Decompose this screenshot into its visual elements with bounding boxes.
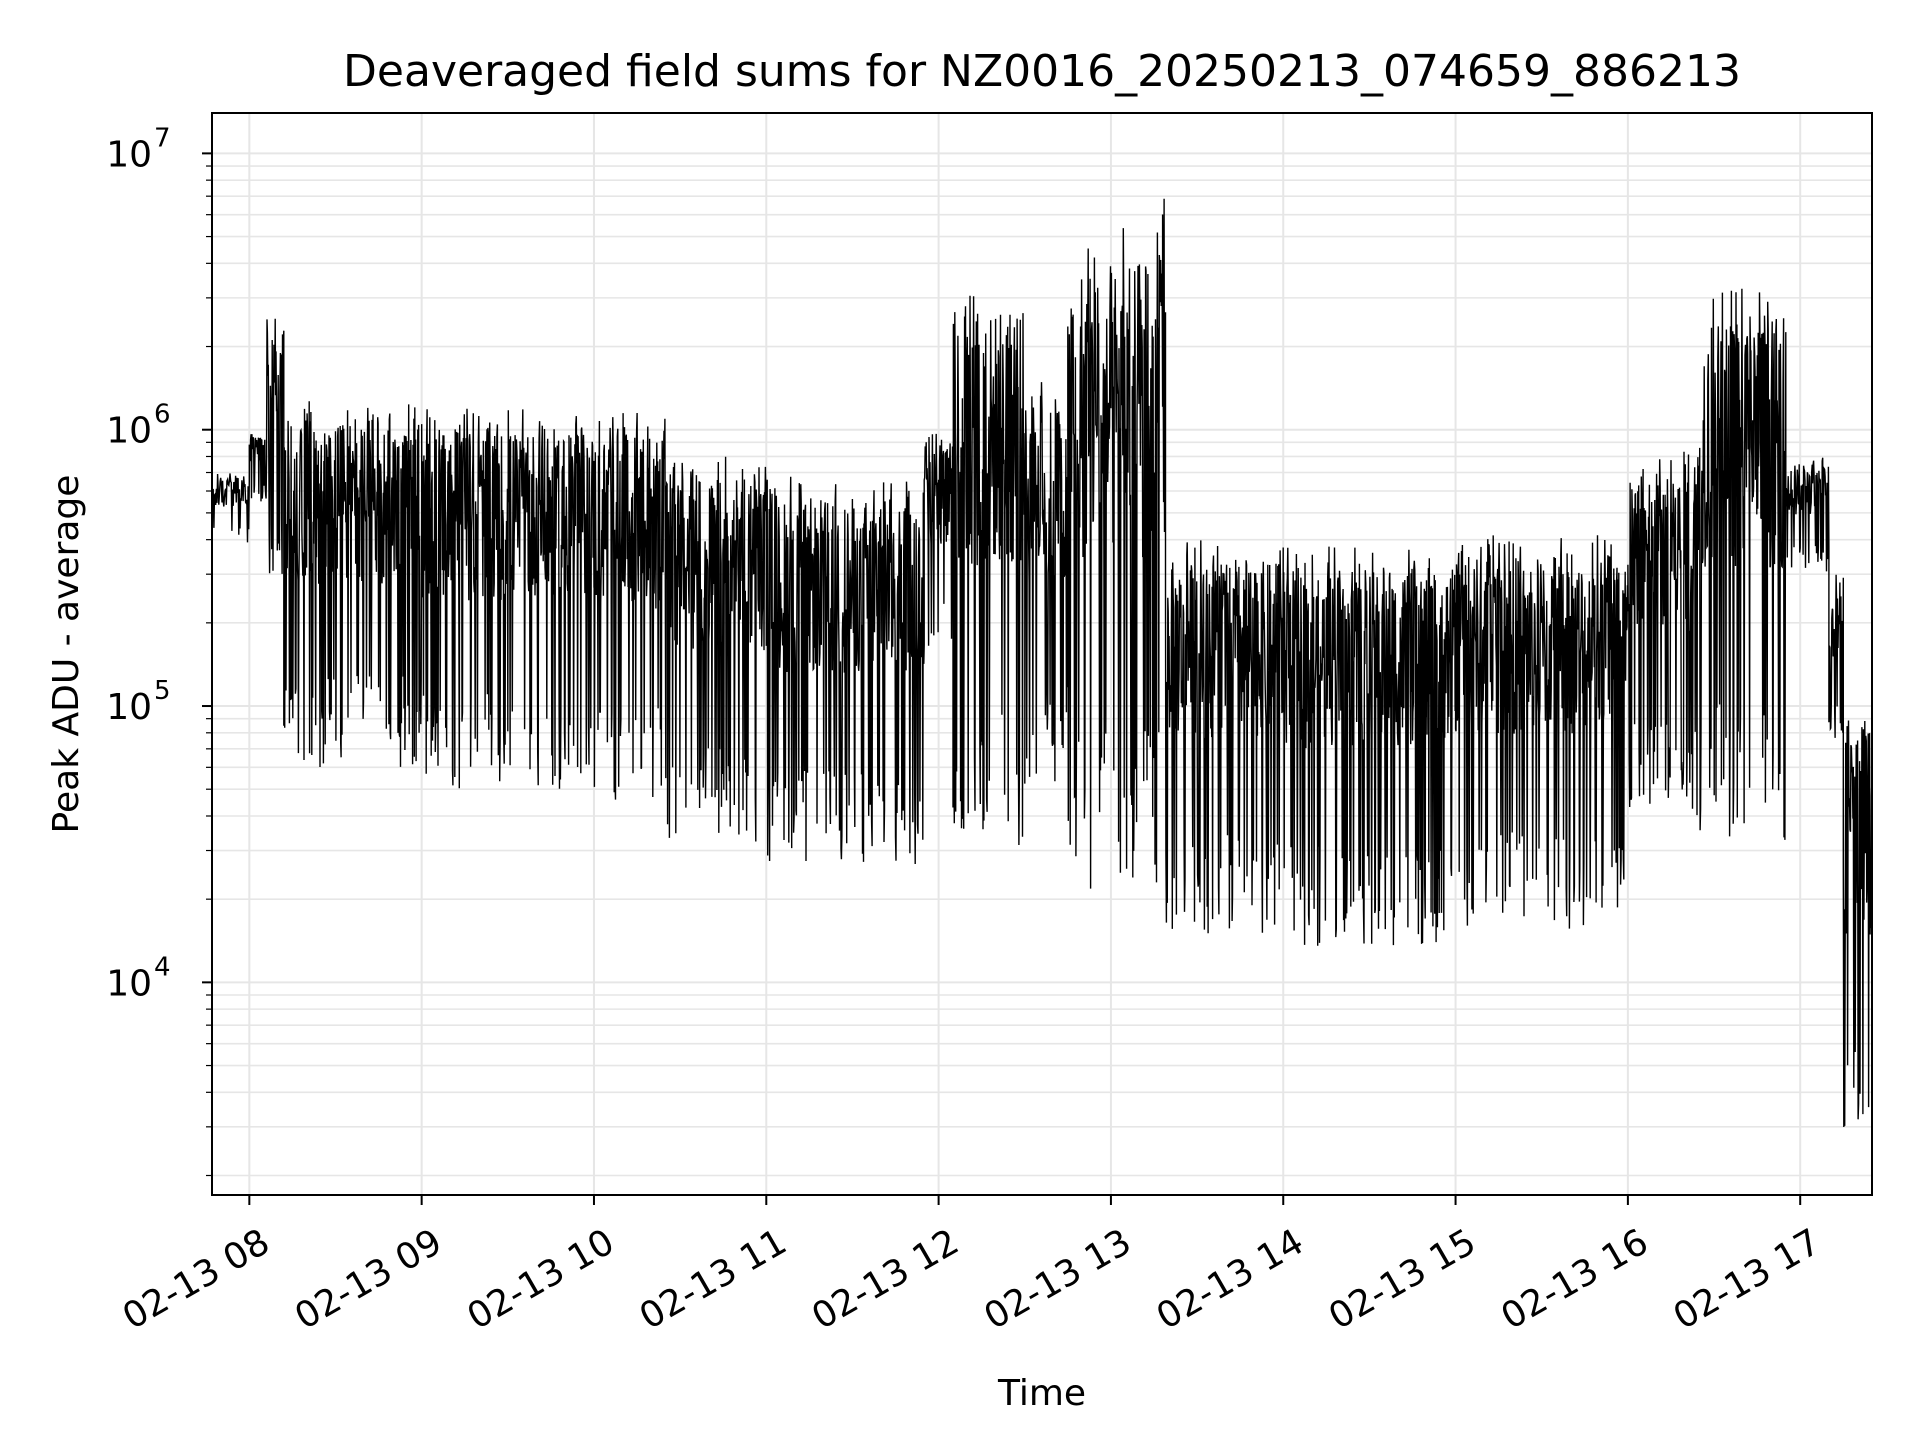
y-tick-label: 10 <box>106 963 152 1004</box>
y-tick-exponent: 7 <box>154 123 171 153</box>
y-tick-base: 10 <box>106 687 152 728</box>
y-tick-exponent: 4 <box>154 952 171 982</box>
y-axis-label: Peak ADU - average <box>46 475 87 834</box>
y-tick-label: 10 <box>106 687 152 728</box>
plot-frame <box>211 112 1873 1196</box>
x-axis-label: Time <box>997 1373 1086 1414</box>
series-line <box>211 198 1873 1128</box>
y-tick-label: 10 <box>106 411 152 452</box>
y-tick-base: 10 <box>106 134 152 175</box>
y-tick-base: 10 <box>106 411 152 452</box>
y-tick-exponent: 6 <box>154 400 171 430</box>
y-tick-base: 10 <box>106 963 152 1004</box>
y-tick-label: 10 <box>106 134 152 175</box>
y-tick-exponent: 5 <box>154 676 171 706</box>
chart-title: Deaveraged field sums for NZ0016_2025021… <box>343 46 1741 97</box>
